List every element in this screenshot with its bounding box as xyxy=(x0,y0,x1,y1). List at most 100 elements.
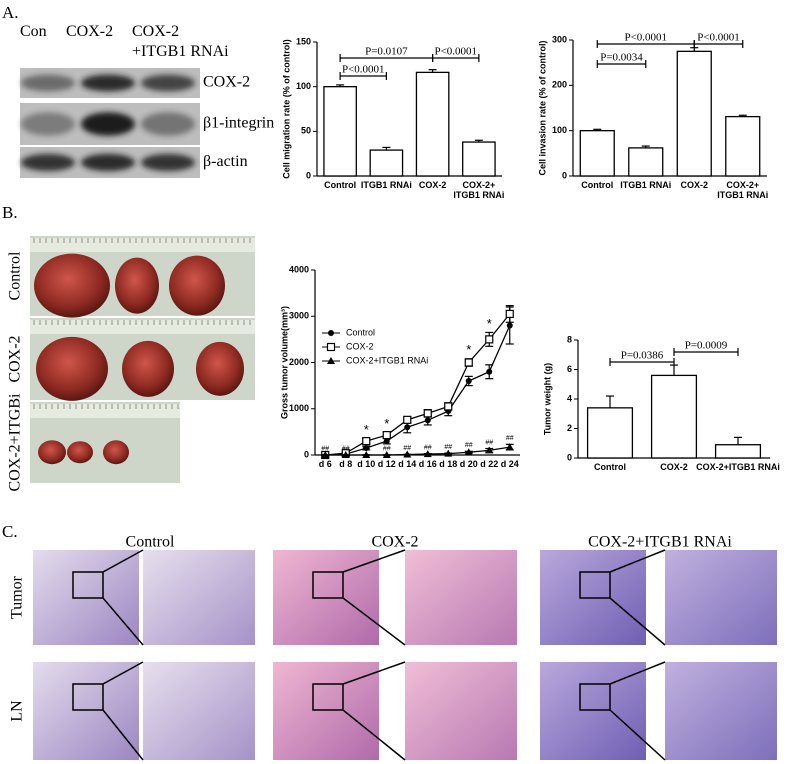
point xyxy=(382,451,391,458)
x-tick-label-box: ITGB1 RNAi xyxy=(361,180,412,190)
zoom-line xyxy=(102,597,144,646)
x-tick-label: COX-2 xyxy=(418,180,447,190)
x-tick-label-box: d 14 xyxy=(398,459,417,469)
point xyxy=(403,415,412,424)
tumor xyxy=(34,253,110,318)
column-header: Control xyxy=(126,534,175,551)
y-tick-label: 50 xyxy=(301,126,311,136)
y-tick-label: 2000 xyxy=(289,357,309,367)
tumor xyxy=(36,336,108,401)
y-tick-label: 0 xyxy=(567,452,572,462)
bar xyxy=(415,71,450,177)
x-tick-label-box: d 18 xyxy=(439,459,457,469)
point xyxy=(423,450,432,458)
x-tick-label-box: Control xyxy=(594,462,626,472)
lane-label: COX-2 +ITGB1 RNAi xyxy=(132,23,229,60)
blot-band xyxy=(21,112,75,136)
blot-band xyxy=(141,112,195,136)
zoom-line xyxy=(609,597,666,646)
zoom-line xyxy=(342,709,406,761)
zoom-line xyxy=(102,709,144,761)
tumor xyxy=(38,440,66,465)
series-line xyxy=(325,325,511,456)
x-tick-label-box: d 12 xyxy=(377,459,396,469)
p-value: P<0.0001 xyxy=(624,32,667,44)
y-axis-label: Gross tumor volume(mm³) xyxy=(279,306,289,419)
tumor xyxy=(67,441,93,464)
point xyxy=(404,424,411,431)
p-value: P=0.0386 xyxy=(621,350,664,362)
row-label: COX-2 xyxy=(7,335,24,382)
y-tick-label: 4000 xyxy=(289,264,309,274)
band-label: β-actin xyxy=(203,153,248,170)
inset-box xyxy=(312,571,344,599)
bar xyxy=(714,444,762,459)
x-tick-label: ITGB1 RNAi xyxy=(620,180,672,190)
inset-box xyxy=(579,571,611,599)
histology-zoom xyxy=(405,662,517,760)
x-tick-label: Control xyxy=(324,180,357,190)
lane-label: COX-2 xyxy=(66,23,114,40)
x-tick-label: d 14 xyxy=(398,459,417,469)
point xyxy=(362,437,371,446)
x-tick-label-box: Control xyxy=(324,180,357,190)
histology-zoom xyxy=(143,662,255,760)
legend-marker xyxy=(326,342,336,352)
significance-star: * xyxy=(364,422,369,437)
x-tick-label-box: d 24 xyxy=(501,459,519,469)
lane-label-box: COX-2 xyxy=(66,23,114,40)
panel-label: A. xyxy=(2,3,19,22)
x-tick-label: Control xyxy=(594,462,626,472)
bar xyxy=(676,50,712,177)
legend-marker xyxy=(328,330,334,336)
blot-band xyxy=(81,112,135,136)
x-tick-label: COX-2+ ITGB1 RNAi xyxy=(453,180,505,201)
bar xyxy=(586,407,634,459)
x-tick-label-box: Control xyxy=(581,180,613,190)
inset-box xyxy=(72,683,104,711)
point xyxy=(505,443,514,451)
point xyxy=(424,417,431,424)
x-tick-label-box: COX-2+ ITGB1 RNAi xyxy=(453,180,505,201)
x-tick-label-box: d 10 xyxy=(357,459,375,469)
ruler xyxy=(30,238,255,252)
y-tick-label: 8 xyxy=(567,334,572,344)
significance-hash: ## xyxy=(342,446,350,453)
legend-marker xyxy=(327,357,335,364)
row-label: Control xyxy=(7,251,24,300)
significance-hash: ## xyxy=(403,445,411,452)
y-axis-label: Cell migration rate (% of control) xyxy=(281,39,291,179)
point xyxy=(486,368,493,375)
histology-image xyxy=(540,662,646,760)
point xyxy=(383,438,390,445)
x-tick-label: d 20 xyxy=(459,459,478,469)
y-tick-label: 0 xyxy=(562,170,567,180)
significance-star: * xyxy=(384,416,389,431)
x-tick-label-box: d 8 xyxy=(339,459,352,469)
x-tick-label: d 12 xyxy=(377,459,396,469)
legend-label: COX-2+ITGB1 RNAi xyxy=(346,355,428,365)
inset-box xyxy=(579,683,611,711)
band-label: COX-2 xyxy=(203,74,250,91)
y-tick-label: 300 xyxy=(552,34,567,44)
error-bar xyxy=(670,364,678,376)
point xyxy=(403,450,412,458)
x-tick-label-box: d 6 xyxy=(319,459,332,469)
point xyxy=(362,451,371,458)
p-value: P=0.0107 xyxy=(365,46,408,58)
x-tick-label-box: COX-2 xyxy=(660,462,688,472)
x-tick-label-box: COX-2+ITGB1 RNAi xyxy=(696,462,780,472)
series-line xyxy=(325,446,510,456)
histology-image xyxy=(273,662,379,760)
p-value: P<0.0001 xyxy=(697,32,740,44)
significance-hash: ## xyxy=(424,444,432,451)
bar xyxy=(725,115,761,177)
y-tick-label: 1000 xyxy=(289,403,309,413)
histology-zoom xyxy=(665,662,777,760)
histology-zoom xyxy=(143,550,255,645)
blot-band xyxy=(141,74,195,92)
y-tick-label: 2 xyxy=(567,423,572,433)
x-tick-label-box: COX-2 xyxy=(680,180,708,190)
blot-band xyxy=(81,153,135,172)
